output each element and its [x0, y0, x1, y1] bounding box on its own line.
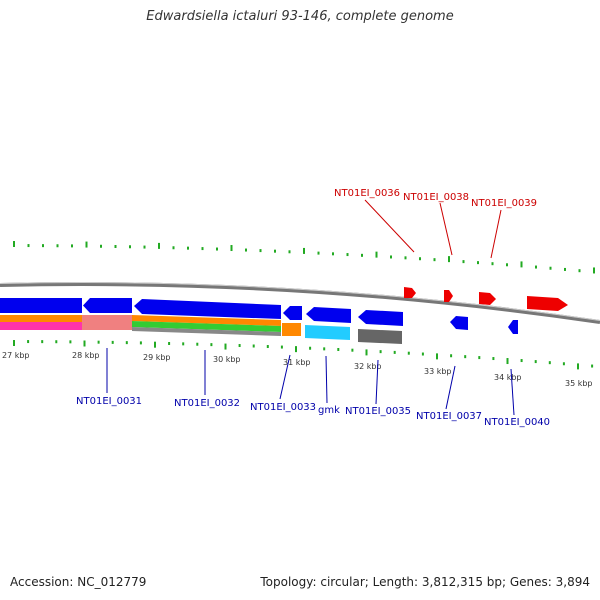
gene-label-nt01ei-0033: NT01EI_0033 — [250, 402, 316, 413]
scale-label-30: 30 kbp — [213, 355, 241, 364]
scale-label-27: 27 kbp — [2, 351, 30, 360]
scale-label-29: 29 kbp — [143, 353, 171, 362]
gene-feature-0040-fwd — [527, 296, 568, 311]
gene-feature-0037 — [450, 316, 468, 330]
scale-labels: 27 kbp 28 kbp 29 kbp 30 kbp 31 kbp 32 kb… — [2, 351, 593, 388]
gene-feature-0032 — [134, 299, 281, 319]
lower-gene-labels[interactable]: NT01EI_0031 NT01EI_0032 NT01EI_0033 gmk … — [76, 348, 550, 428]
scale-label-34: 34 kbp — [494, 373, 522, 382]
gene-feature-0040 — [508, 320, 518, 334]
scale-label-32: 32 kbp — [354, 362, 382, 371]
upper-gene-labels[interactable]: NT01EI_0036 NT01EI_0038 NT01EI_0039 — [334, 188, 537, 259]
gene-label-nt01ei-0032: NT01EI_0032 — [174, 398, 240, 409]
gene-feature-0035 — [358, 310, 403, 326]
topology-text: Topology: circular; Length: 3,812,315 bp… — [260, 575, 590, 589]
scale-label-28: 28 kbp — [72, 351, 100, 360]
gene-label-nt01ei-0031: NT01EI_0031 — [76, 396, 142, 407]
map-title: Edwardsiella ictaluri 93-146, complete g… — [146, 9, 454, 24]
reverse-strand-features[interactable] — [0, 298, 518, 334]
gene-feature-0036 — [404, 287, 416, 298]
gene-feature-0030 — [0, 298, 82, 313]
gene-label-gmk: gmk — [318, 405, 340, 416]
gene-label-nt01ei-0039: NT01EI_0039 — [471, 198, 537, 209]
accession-text: Accession: NC_012779 — [10, 575, 147, 589]
scale-label-31: 31 kbp — [283, 358, 311, 367]
category-bands — [0, 315, 402, 344]
gene-label-nt01ei-0040: NT01EI_0040 — [484, 417, 550, 428]
upper-tick-ring — [13, 241, 595, 274]
gene-label-nt01ei-0035: NT01EI_0035 — [345, 406, 411, 417]
gene-feature-0038 — [444, 290, 453, 302]
gene-feature-gmk — [306, 307, 351, 323]
gene-label-nt01ei-0037: NT01EI_0037 — [416, 411, 482, 422]
lower-tick-ring — [13, 340, 594, 370]
genome-backbone — [0, 282, 600, 324]
gene-label-nt01ei-0038: NT01EI_0038 — [403, 192, 469, 203]
gene-feature-0033 — [283, 306, 302, 320]
gene-feature-0031 — [83, 298, 132, 313]
scale-label-35: 35 kbp — [565, 379, 593, 388]
forward-strand-features[interactable] — [404, 287, 568, 311]
scale-label-33: 33 kbp — [424, 367, 452, 376]
genome-backbone-highlight — [0, 282, 600, 321]
gene-feature-0039 — [479, 292, 496, 305]
gene-label-nt01ei-0036: NT01EI_0036 — [334, 188, 400, 199]
